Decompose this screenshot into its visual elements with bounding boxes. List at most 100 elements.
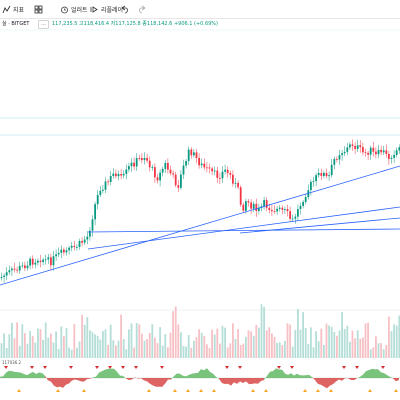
volume-bar	[297, 308, 299, 358]
volume-bar	[245, 336, 247, 358]
candle-body	[99, 190, 102, 195]
undo-button[interactable]	[120, 4, 129, 14]
volume-bar	[52, 342, 55, 358]
oscillator-area	[6, 370, 9, 378]
volume-bar	[26, 343, 29, 358]
oscillator-area	[123, 375, 126, 379]
candle-body	[128, 166, 130, 170]
candle-body	[221, 171, 224, 179]
candle-body	[70, 245, 73, 248]
candle-body	[310, 181, 312, 191]
candle-body	[0, 277, 3, 278]
volume-bar	[372, 347, 375, 358]
candle-body	[250, 202, 252, 209]
volume-bar	[206, 344, 208, 358]
candle-body	[193, 152, 195, 156]
volume-bar	[47, 337, 50, 358]
volume-bar	[367, 322, 369, 358]
volume-bar	[224, 327, 226, 358]
volume-bar	[395, 325, 398, 358]
candle-body	[5, 272, 8, 276]
candle-body	[216, 170, 219, 178]
oscillator-area	[144, 378, 147, 382]
volume-bar	[185, 346, 187, 358]
oscillator-area	[291, 373, 294, 378]
legend-more-button[interactable]: ...	[38, 20, 49, 29]
oscillator-area	[24, 373, 27, 378]
volume-bar	[115, 345, 117, 358]
candle-body	[208, 167, 211, 169]
oscillator-area	[36, 372, 39, 378]
volume-bar	[380, 343, 382, 358]
undo-icon	[121, 5, 128, 13]
oscillator-area	[333, 378, 336, 385]
oscillator-area	[189, 373, 192, 378]
oscillator-area	[159, 378, 162, 387]
candle-body	[312, 181, 315, 182]
volume-bar	[167, 347, 169, 358]
candle-body	[323, 172, 325, 176]
volume-bar	[70, 349, 73, 358]
candle-body	[107, 181, 109, 183]
candle-body	[213, 170, 216, 172]
volume-bar	[164, 334, 167, 358]
symbol-name[interactable]: 실 · BITGET	[2, 21, 30, 27]
volume-bar	[375, 336, 377, 358]
candle-body	[187, 149, 190, 162]
candle-body	[346, 147, 349, 152]
oscillator-area	[234, 378, 237, 384]
volume-bar	[198, 329, 200, 358]
oscillator-area	[69, 378, 72, 384]
oscillator-area	[114, 368, 117, 378]
candle-body	[18, 265, 21, 271]
candle-body	[245, 201, 247, 211]
oscillator-area	[264, 375, 267, 381]
volume-bar	[286, 323, 289, 358]
candle-body	[120, 174, 122, 176]
volume-bar	[37, 328, 39, 358]
volume-bar	[213, 334, 216, 358]
volume-bar	[141, 333, 143, 358]
volume-bar	[359, 338, 362, 358]
candle-body	[164, 162, 167, 169]
candle-body	[291, 218, 294, 220]
candle-body	[255, 203, 258, 211]
oscillator-area	[297, 373, 300, 378]
trend-line	[0, 165, 400, 286]
candle-body	[8, 270, 11, 273]
candle-body	[65, 250, 68, 253]
oscillator-area	[87, 378, 90, 380]
volume-bar	[281, 345, 284, 358]
candlesticks	[0, 139, 400, 283]
candle-body	[247, 201, 250, 203]
volume-bar	[320, 328, 323, 358]
oscillator-area	[177, 373, 180, 378]
volume-bar	[18, 345, 21, 358]
oscillator-area	[288, 373, 291, 378]
alerts-button[interactable]: 얼러트	[60, 4, 88, 14]
replay-button[interactable]: 리플레이	[90, 4, 123, 14]
oscillator-area	[120, 375, 123, 378]
signal-marker	[368, 389, 372, 392]
candle-body	[96, 194, 99, 205]
candle-body	[299, 205, 302, 210]
oscillator-area	[270, 371, 273, 378]
candle-body	[375, 151, 377, 155]
volume-bar	[50, 333, 52, 358]
oscillator-area	[342, 378, 345, 381]
layouts-button[interactable]	[34, 4, 43, 14]
volume-bar	[341, 312, 343, 358]
volume-bar	[229, 343, 232, 358]
oscillator-area	[285, 373, 288, 378]
volume-bar	[190, 347, 193, 358]
volume-bar	[57, 348, 60, 358]
indicators-button[interactable]: 지표	[2, 4, 24, 14]
oscillator-area	[276, 368, 279, 378]
signal-marker	[173, 389, 177, 392]
candle-body	[154, 167, 156, 178]
signal-marker	[199, 389, 203, 392]
redo-button[interactable]	[138, 4, 147, 14]
volume-bar	[255, 324, 258, 358]
volume-bar	[346, 325, 349, 358]
